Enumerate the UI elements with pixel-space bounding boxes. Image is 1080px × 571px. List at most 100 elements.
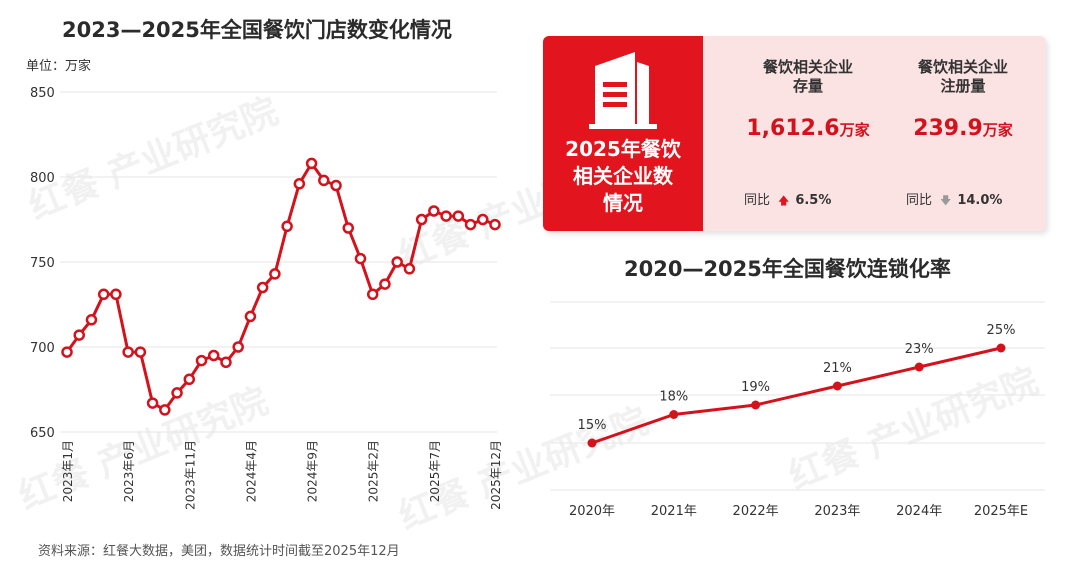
data-point: [403, 263, 416, 275]
data-point: [293, 178, 306, 190]
y-tick-label: 850: [30, 86, 55, 101]
data-point: [415, 213, 428, 226]
y-tick-label: 800: [30, 171, 55, 186]
data-label: 19%: [741, 380, 770, 395]
data-point: [171, 387, 183, 399]
x-tick-label: 2021年: [651, 504, 697, 519]
data-point: [305, 157, 318, 170]
data-point: [207, 349, 220, 362]
stat-unit: 万家: [839, 121, 870, 139]
stat-enterprise-registrations: 餐饮相关企业 注册量 239.9万家: [878, 36, 1048, 141]
data-point: [269, 268, 281, 280]
data-point: [751, 400, 761, 410]
data-point: [354, 252, 367, 265]
y-tick-label: 700: [30, 341, 55, 356]
building-icon: [589, 52, 657, 129]
x-tick-label: 2024年4月: [244, 440, 258, 502]
data-point: [183, 373, 196, 386]
enterprise-stats-panel: 2025年餐饮 相关企业数 情况 餐饮相关企业 存量 1,612.6万家 同比 🡅…: [543, 36, 1046, 231]
data-point: [281, 220, 293, 233]
data-label: 18%: [659, 390, 688, 405]
arrow-down-icon: 🡇: [940, 194, 952, 207]
x-tick-label: 2025年E: [974, 504, 1028, 519]
right-chart-x-ticks: 2020年 2021年 2022年 2023年 2024年 2025年E: [569, 504, 1028, 519]
data-point: [391, 256, 403, 268]
x-tick-label: 2022年: [733, 504, 779, 519]
stat-label-line1: 餐饮相关企业: [762, 58, 853, 76]
data-point: [318, 174, 330, 187]
data-label: 23%: [905, 342, 934, 357]
x-tick-label: 2023年11月: [183, 440, 197, 510]
stats-badge: 2025年餐饮 相关企业数 情况: [543, 36, 703, 231]
data-point: [122, 346, 134, 358]
yoy-enterprise-stock: 同比 🡅 6.5%: [744, 189, 831, 211]
yoy-value: 6.5%: [795, 193, 832, 208]
store-count-series-line: [65, 161, 496, 412]
left-chart-y-ticks: 650 700 750 800 850: [30, 86, 55, 441]
data-point: [159, 404, 171, 416]
x-tick-label: 2023年1月: [61, 440, 75, 502]
data-point: [330, 179, 342, 192]
left-chart-grid: [60, 91, 497, 433]
data-point: [110, 288, 122, 301]
data-point: [97, 288, 110, 301]
data-point: [832, 381, 842, 391]
x-tick-label: 2023年6月: [122, 440, 136, 502]
data-point: [452, 210, 465, 222]
yoy-value: 14.0%: [957, 193, 1003, 208]
x-tick-label: 2023年: [814, 504, 860, 519]
badge-line-1: 2025年餐饮: [565, 137, 681, 161]
data-label: 15%: [578, 418, 607, 433]
data-point: [195, 354, 208, 367]
data-point: [73, 329, 85, 341]
stat-value: 1,612.6: [746, 116, 840, 141]
chain-rate-series-line: [591, 346, 1002, 445]
badge-line-2: 相关企业数: [573, 164, 673, 188]
chain-rate-points: [587, 343, 1006, 448]
yoy-label: 同比: [744, 193, 771, 208]
stat-label-line1: 餐饮相关企业: [917, 58, 1008, 76]
x-tick-label: 2020年: [569, 504, 615, 519]
x-tick-label: 2024年: [896, 504, 942, 519]
data-point: [464, 218, 477, 231]
data-point: [85, 314, 98, 326]
right-chart-title: 2020—2025年全国餐饮连锁化率: [624, 257, 951, 281]
source-note: 资料来源：红餐大数据，美团，数据统计时间截至2025年12月: [38, 544, 400, 559]
chain-rate-line-chart: 2020年 2021年 2022年 2023年 2024年 2025年E 15% 18% 19…: [550, 301, 1045, 519]
left-chart-x-ticks: 2023年1月 2023年6月 2023年11月 2024年4月 2024年9月 2025…: [61, 440, 503, 510]
data-point: [669, 410, 679, 419]
data-point: [428, 205, 440, 217]
yoy-enterprise-registrations: 同比 🡇 14.0%: [906, 189, 1002, 211]
data-label: 21%: [823, 361, 852, 376]
chain-rate-data-labels: 15% 18% 19% 21% 23% 25%: [578, 323, 1016, 433]
x-tick-label: 2025年2月: [367, 440, 381, 502]
x-tick-label: 2025年7月: [428, 440, 442, 502]
stat-unit: 万家: [982, 121, 1013, 139]
x-tick-label: 2024年9月: [306, 440, 320, 502]
data-point: [996, 343, 1006, 353]
data-point: [146, 397, 159, 409]
stat-label-line2: 注册量: [940, 77, 986, 95]
data-point: [232, 341, 244, 353]
y-tick-label: 750: [30, 256, 55, 271]
x-tick-label: 2025年12月: [489, 440, 503, 510]
store-count-points: [61, 157, 501, 416]
stat-label-line2: 存量: [792, 77, 823, 95]
data-point: [440, 210, 452, 222]
data-point: [477, 213, 489, 226]
stat-value: 239.9: [913, 116, 983, 141]
left-chart-unit: 单位：万家: [26, 59, 92, 74]
data-point: [134, 346, 147, 358]
right-chart-grid: [550, 301, 1045, 491]
data-point: [379, 278, 391, 290]
data-point: [366, 288, 379, 301]
badge-line-3: 情况: [603, 191, 643, 215]
data-point: [587, 438, 597, 448]
left-chart-title: 2023—2025年全国餐饮门店数变化情况: [62, 18, 452, 42]
data-point: [244, 310, 257, 323]
data-point: [256, 281, 269, 294]
stat-enterprise-stock: 餐饮相关企业 存量 1,612.6万家: [723, 36, 893, 141]
y-tick-label: 650: [30, 426, 55, 441]
data-point: [220, 356, 232, 369]
